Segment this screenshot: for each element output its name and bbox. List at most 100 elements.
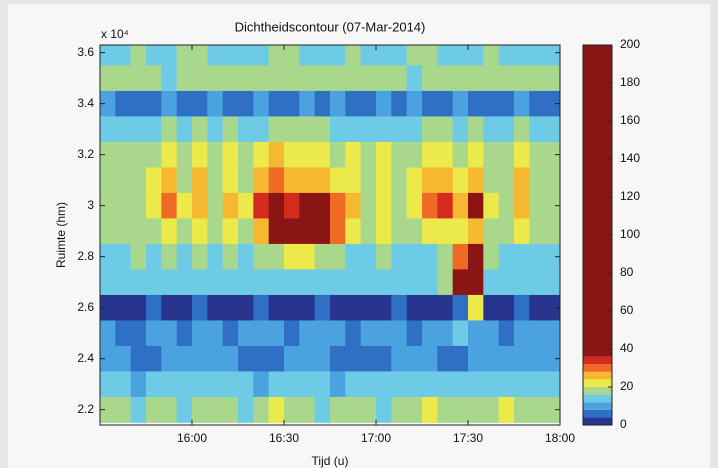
heat-cell	[314, 116, 331, 143]
heat-cell	[529, 218, 546, 245]
heat-cell	[544, 371, 560, 398]
heat-cell	[222, 65, 239, 92]
heat-cell	[452, 269, 469, 296]
heat-cell	[483, 116, 500, 143]
heat-cell	[514, 192, 530, 219]
heat-cell	[529, 371, 546, 398]
y-tick-label: 3.2	[77, 147, 94, 161]
heat-cell	[100, 294, 116, 321]
heat-cell	[514, 45, 530, 66]
heat-cell	[544, 141, 560, 168]
heat-cell	[422, 65, 438, 92]
heat-cell	[238, 294, 254, 321]
heat-cell	[544, 90, 560, 117]
heat-cell	[498, 90, 515, 117]
heat-cell	[544, 396, 560, 423]
heat-cell	[299, 320, 316, 347]
heat-cell	[376, 345, 392, 372]
heat-cell	[452, 371, 469, 398]
heat-cell	[360, 269, 377, 296]
heat-cell	[391, 294, 408, 321]
heat-cell	[130, 65, 147, 92]
heat-cell	[100, 192, 116, 219]
heat-cell	[176, 243, 193, 270]
heat-cell	[299, 45, 316, 66]
heat-cell	[100, 269, 116, 296]
heat-cell	[284, 396, 300, 423]
heat-cell	[314, 320, 331, 347]
heat-cell	[360, 396, 377, 423]
x-tick-label: 16:30	[269, 431, 299, 445]
heat-cell	[115, 243, 132, 270]
heat-cell	[314, 218, 331, 245]
heat-cell	[360, 320, 377, 347]
heat-cell	[514, 116, 530, 143]
colorbar-band	[583, 364, 612, 372]
heat-cell	[391, 320, 408, 347]
heat-cell	[192, 396, 208, 423]
colorbar-band	[583, 371, 612, 380]
heat-cell	[437, 396, 454, 423]
heat-cell	[544, 116, 560, 143]
heat-cell	[452, 192, 469, 219]
heat-cell	[253, 371, 270, 398]
heat-cell	[222, 269, 239, 296]
heat-cell	[498, 116, 515, 143]
heat-cell	[437, 45, 454, 66]
heat-cell	[452, 90, 469, 117]
heat-cell	[376, 65, 392, 92]
heat-cell	[100, 371, 116, 398]
heat-cell	[238, 218, 254, 245]
heat-cell	[192, 269, 208, 296]
heat-cell	[130, 243, 147, 270]
colorbar-tick-label: 160	[620, 113, 640, 127]
heat-cell	[514, 345, 530, 372]
heat-cell	[146, 65, 162, 92]
heat-cell	[253, 243, 270, 270]
heat-cell	[360, 90, 377, 117]
heat-cell	[330, 167, 346, 194]
heat-cell	[238, 396, 254, 423]
heat-cell	[498, 396, 515, 423]
heat-cell	[253, 269, 270, 296]
heat-cell	[514, 218, 530, 245]
heat-cell	[176, 192, 193, 219]
heat-cell	[498, 294, 515, 321]
heat-cell	[314, 167, 331, 194]
heat-cell	[483, 45, 500, 66]
heat-cell	[529, 269, 546, 296]
heat-cell	[391, 269, 408, 296]
heat-cell	[452, 320, 469, 347]
heat-cell	[406, 320, 423, 347]
heat-cell	[222, 294, 239, 321]
heat-cell	[330, 192, 346, 219]
heat-cell	[498, 345, 515, 372]
heat-cell	[330, 294, 346, 321]
heat-cell	[360, 45, 377, 66]
heat-cell	[176, 141, 193, 168]
heat-cell	[406, 396, 423, 423]
heat-cell	[192, 218, 208, 245]
heat-cell	[498, 269, 515, 296]
heat-cell	[360, 218, 377, 245]
heat-cell	[130, 90, 147, 117]
heat-cell	[268, 90, 285, 117]
heat-cell	[207, 294, 224, 321]
heat-cell	[330, 396, 346, 423]
heat-cell	[176, 90, 193, 117]
colorbar-band	[583, 379, 612, 387]
heat-cell	[406, 269, 423, 296]
heat-cell	[437, 192, 454, 219]
heat-cell	[345, 396, 362, 423]
heat-cell	[299, 218, 316, 245]
heat-cell	[222, 345, 239, 372]
heat-cell	[437, 294, 454, 321]
heat-cell	[222, 90, 239, 117]
x-tick-label: 18:00	[545, 431, 575, 445]
heat-cell	[268, 116, 285, 143]
heat-cell	[207, 192, 224, 219]
heat-cell	[207, 396, 224, 423]
heat-cell	[207, 116, 224, 143]
heat-cell	[115, 65, 132, 92]
